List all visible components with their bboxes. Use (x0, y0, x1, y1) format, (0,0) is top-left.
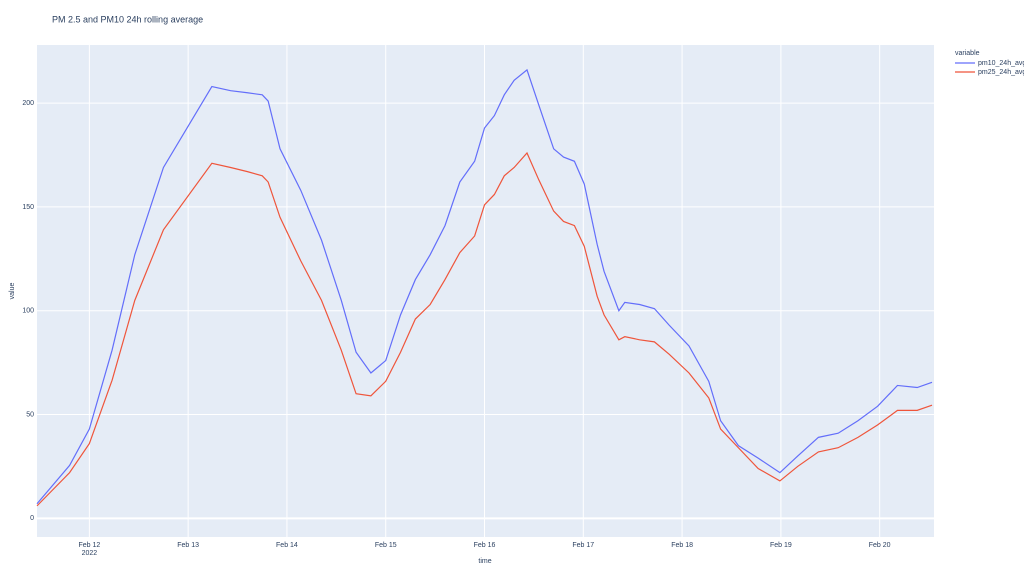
x-axis-title: time (478, 558, 491, 565)
y-axis-title: value (9, 283, 16, 300)
y-tick-label: 100 (22, 308, 34, 315)
series-line (36, 151, 933, 507)
y-tick-label: 0 (30, 515, 34, 522)
x-tick-label: Feb 13 (177, 542, 199, 549)
legend-label: pm10_24h_avg (978, 60, 1024, 67)
x-tick-label: Feb 18 (671, 542, 693, 549)
y-tick-label: 50 (26, 411, 34, 418)
y-tick-label: 150 (22, 204, 34, 211)
x-tick-label: Feb 15 (375, 542, 397, 549)
chart-title: PM 2.5 and PM10 24h rolling average (52, 14, 203, 24)
x-tick-label: Feb 19 (770, 542, 792, 549)
series-line (36, 68, 933, 505)
x-tick-label: Feb 16 (474, 542, 496, 549)
legend-label: pm25_24h_avg (978, 69, 1024, 76)
x-tick-year: 2022 (82, 550, 98, 557)
legend-title: variable (955, 50, 980, 57)
x-tick-label: Feb 20 (869, 542, 891, 549)
y-tick-label: 200 (22, 100, 34, 107)
plot-area (37, 45, 934, 537)
x-tick-label: Feb 17 (572, 542, 594, 549)
x-tick-label: Feb 12 (78, 542, 100, 549)
x-tick-label: Feb 14 (276, 542, 298, 549)
